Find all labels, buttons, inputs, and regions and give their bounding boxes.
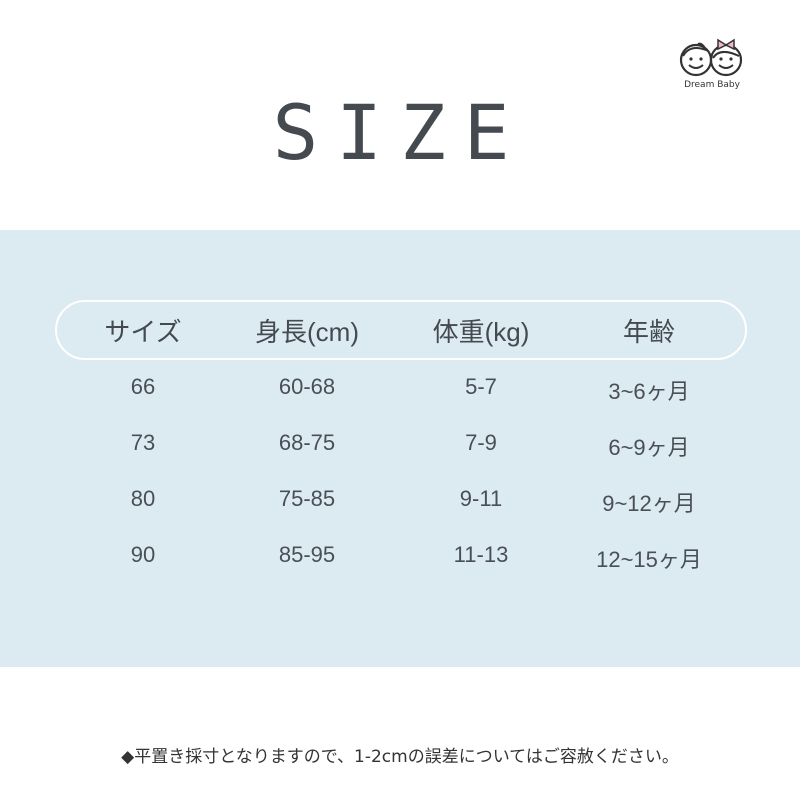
table-cell: 7-9 (465, 430, 497, 455)
table-cell: 11-13 (453, 542, 509, 567)
page-title: SIZE (272, 88, 528, 177)
table-cell: 85-95 (278, 542, 336, 567)
table-cell: 75-85 (278, 486, 336, 511)
table-cell: 68-75 (278, 430, 336, 455)
baby-faces-icon (679, 38, 743, 77)
brand-logo: Dream Baby (676, 34, 748, 94)
table-cell: 5-7 (465, 374, 497, 399)
table-cell: 3~6ヶ月 (608, 379, 690, 404)
table-cell: 66 (130, 374, 156, 399)
table-cell: 90 (130, 542, 156, 567)
table-cell: 9-11 (459, 486, 503, 511)
column-header: 身長(cm) (255, 317, 359, 347)
logo-text: Dream Baby (684, 80, 740, 90)
table-cell: 73 (130, 430, 156, 455)
table-cell: 12~15ヶ月 (596, 547, 702, 572)
table-cell: 60-68 (278, 374, 336, 399)
column-header: サイズ (104, 317, 182, 347)
table-cell: 9~12ヶ月 (602, 491, 696, 516)
table-header-bar (55, 300, 747, 360)
table-cell: 6~9ヶ月 (608, 435, 690, 460)
column-header: 年齢 (622, 317, 675, 347)
size-table-panel (0, 230, 800, 667)
table-cell: 80 (130, 486, 156, 511)
column-header: 体重(kg) (432, 317, 530, 347)
measurement-note: ◆平置き採寸となりますので、1-2cmの誤差についてはご容赦ください。 (121, 747, 679, 767)
